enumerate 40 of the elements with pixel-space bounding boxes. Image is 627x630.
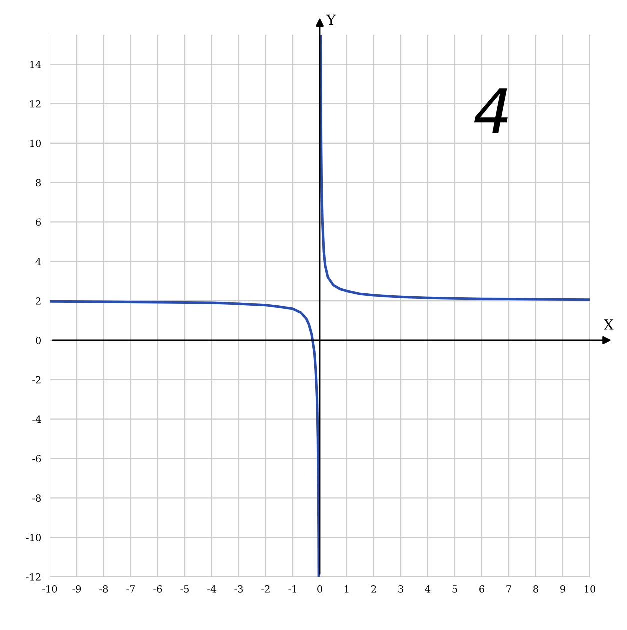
y-tick-label: 14 (30, 61, 42, 68)
line-series (50, 300, 320, 577)
x-tick-label: -4 (208, 586, 216, 593)
x-tick-label: -2 (262, 586, 270, 593)
x-tick-label: -10 (42, 586, 58, 593)
x-tick-label: 7 (506, 586, 512, 593)
y-tick-label: -10 (26, 534, 42, 542)
x-tick-label: -7 (126, 586, 136, 593)
x-tick-label: 3 (398, 586, 404, 593)
x-tick-label: -3 (234, 586, 244, 593)
x-tick-label: 2 (372, 586, 376, 593)
x-tick-label: 0 (318, 586, 322, 593)
x-axis-title: X (604, 320, 614, 330)
y-tick-label: 2 (36, 298, 41, 305)
annotation: 4 (474, 88, 508, 134)
x-tick-label: 1 (345, 586, 349, 593)
x-tick-label: -6 (154, 586, 162, 593)
y-tick-label: -2 (32, 376, 41, 384)
y-tick-label: -12 (26, 573, 41, 581)
x-tick-label: 9 (560, 586, 566, 593)
y-tick-label: 6 (36, 218, 42, 226)
y-tick-label: 8 (36, 179, 42, 187)
y-tick-label: 10 (30, 140, 42, 148)
y-tick-label: -8 (32, 494, 42, 502)
y-tick-label: -6 (32, 455, 42, 463)
x-tick-label: -8 (100, 586, 108, 593)
x-tick-label: 4 (425, 586, 431, 593)
x-tick-label: 8 (534, 586, 538, 593)
y-tick-label: -4 (32, 416, 42, 424)
x-tick-label: 10 (585, 586, 596, 593)
line-series (320, 35, 590, 302)
y-tick-label: 0 (36, 336, 42, 344)
x-tick-label: -1 (288, 586, 296, 593)
x-tick-label: -9 (72, 586, 82, 593)
y-tick-label: 12 (30, 100, 41, 108)
y-axis-title: Y (326, 14, 336, 26)
y-tick-label: 4 (36, 258, 42, 266)
x-tick-label: 6 (480, 586, 484, 593)
x-tick-label: 5 (452, 586, 458, 593)
x-tick-label: -5 (180, 586, 189, 593)
